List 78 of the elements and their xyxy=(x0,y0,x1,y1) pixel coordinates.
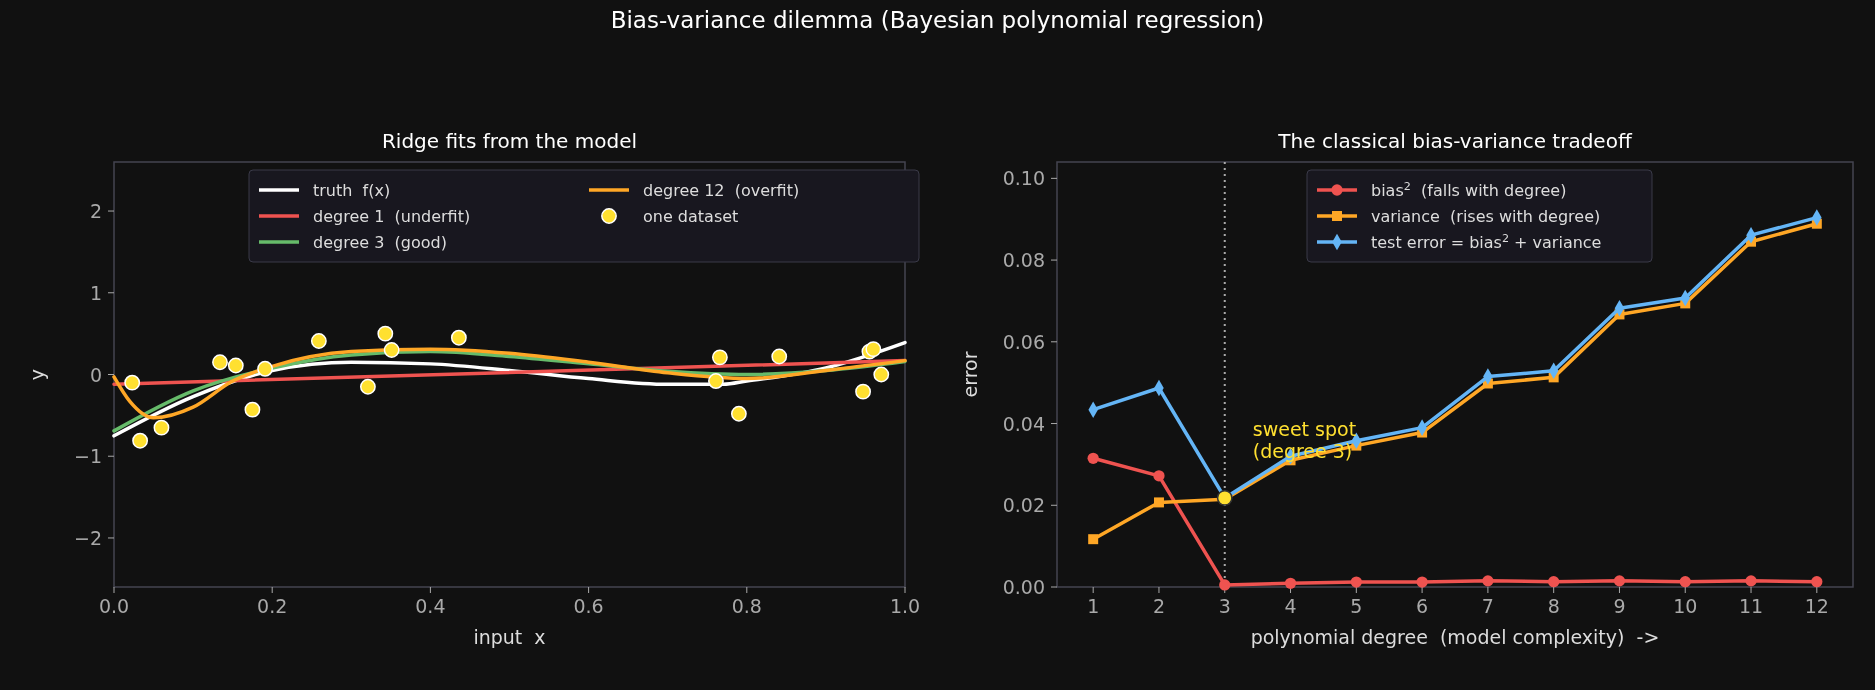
y-tick-label: 2 xyxy=(89,200,102,223)
point xyxy=(1613,575,1626,587)
x-axis-title: input x xyxy=(473,626,546,648)
y-tick-label: 0.08 xyxy=(1002,249,1045,272)
point xyxy=(865,341,882,358)
chart-title: The classical bias-variance tradeoff xyxy=(1277,129,1633,153)
point xyxy=(212,354,228,371)
point xyxy=(359,378,376,395)
y-tick-label: 1 xyxy=(89,281,102,304)
x-tick-label: 5 xyxy=(1350,595,1363,617)
legend-label: degree 1 (underfit) xyxy=(313,206,471,226)
legend-label: variance (rises with degree) xyxy=(1371,206,1601,226)
point xyxy=(1548,576,1560,588)
point xyxy=(1482,575,1494,587)
y-tick-label: 0.02 xyxy=(1002,494,1045,517)
y-tick-label: −1 xyxy=(73,445,102,468)
point xyxy=(132,432,149,449)
legend-label: one dataset xyxy=(643,206,739,226)
point xyxy=(855,383,871,400)
x-tick-label: 6 xyxy=(1416,595,1429,617)
point xyxy=(1088,534,1099,545)
x-tick-label: 8 xyxy=(1547,595,1560,617)
x-tick-label: 1 xyxy=(1087,595,1100,617)
point xyxy=(310,333,327,349)
legend-label: test error = bias$^{2}$ + variance xyxy=(1371,231,1602,252)
legend-label: degree 3 (good) xyxy=(313,232,447,252)
x-tick-label: 0.6 xyxy=(573,595,604,617)
point xyxy=(1811,576,1823,588)
x-tick-label: 7 xyxy=(1481,595,1494,617)
point xyxy=(124,374,141,391)
point xyxy=(1745,575,1757,587)
point xyxy=(153,419,170,436)
text: Bias-variance dilemma (Bayesian polynomial regression) xyxy=(610,7,1265,33)
x-tick-label: 10 xyxy=(1673,595,1698,617)
x-tick-label: 11 xyxy=(1738,595,1764,617)
chart-title: Ridge fits from the model xyxy=(381,129,638,153)
point xyxy=(1416,576,1428,588)
x-tick-label: 12 xyxy=(1804,595,1829,617)
point xyxy=(1350,576,1362,588)
point xyxy=(1153,470,1165,482)
point xyxy=(730,405,747,422)
x-tick-label: 0.2 xyxy=(257,595,288,617)
y-tick-label: −2 xyxy=(73,526,102,549)
point xyxy=(1284,577,1297,589)
x-tick-label: 0.4 xyxy=(415,595,446,617)
y-tick-label: 0.04 xyxy=(1002,412,1045,435)
x-tick-label: 4 xyxy=(1284,595,1297,617)
x-tick-label: 0.8 xyxy=(731,595,762,617)
y-axis-title: error xyxy=(959,351,981,398)
x-tick-label: 1.0 xyxy=(889,595,921,617)
point xyxy=(873,366,890,383)
point xyxy=(383,342,400,358)
point xyxy=(227,357,244,374)
x-tick-label: 0.0 xyxy=(98,595,130,617)
point xyxy=(377,325,394,342)
legend-label: degree 12 (overfit) xyxy=(643,180,800,200)
x-tick-label: 3 xyxy=(1218,595,1231,617)
x-tick-label: 9 xyxy=(1613,595,1626,617)
legend-label: bias$^{2}$ (falls with degree) xyxy=(1371,179,1567,200)
x-axis-title: polynomial degree (model complexity) -> xyxy=(1250,626,1660,648)
point xyxy=(450,329,467,346)
point xyxy=(711,349,728,366)
point xyxy=(1216,490,1233,506)
y-tick-label: 0.06 xyxy=(1002,330,1045,353)
legend-label: truth f(x) xyxy=(313,180,391,200)
point xyxy=(771,348,788,365)
point xyxy=(1087,452,1099,464)
point xyxy=(1679,576,1691,588)
y-tick-label: 0 xyxy=(89,363,102,386)
y-axis-title: y xyxy=(26,368,48,381)
y-tick-label: 0.10 xyxy=(1002,167,1045,190)
x-tick-label: 2 xyxy=(1152,595,1166,617)
point xyxy=(708,373,724,389)
point xyxy=(257,360,273,377)
point xyxy=(1219,579,1231,591)
y-tick-label: 0.00 xyxy=(1002,576,1045,598)
point xyxy=(244,401,261,418)
point xyxy=(1153,497,1164,508)
